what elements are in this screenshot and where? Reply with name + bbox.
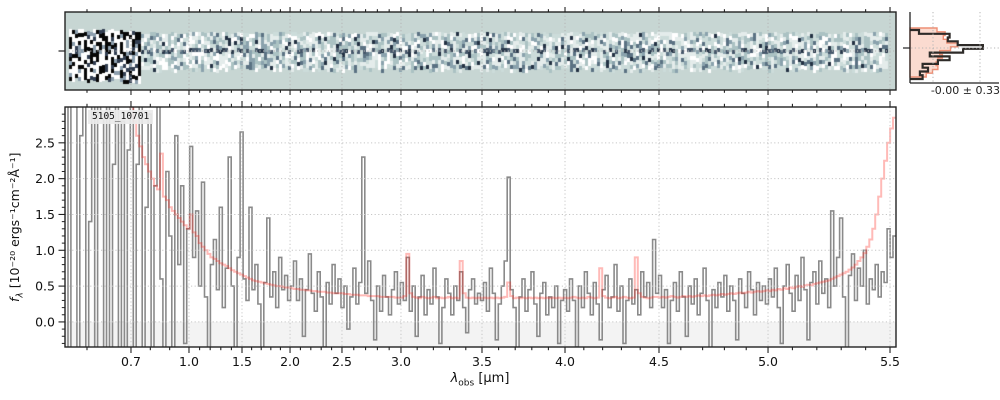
histogram-panel bbox=[903, 12, 999, 84]
x-axis-label: λobs [μm] bbox=[390, 371, 570, 389]
histogram-stats-label: -0.00 ± 0.33 bbox=[930, 84, 1000, 97]
x-axis-units: [μm] bbox=[474, 371, 510, 386]
x-axis-subscript: obs bbox=[458, 378, 475, 389]
y-axis-label: fλ [10⁻²⁰ ergs⁻¹cm⁻²Å⁻¹] bbox=[7, 107, 26, 347]
svg-text:2.5: 2.5 bbox=[332, 354, 352, 369]
x-axis-symbol: λ bbox=[450, 371, 459, 386]
spec2d-panel bbox=[58, 7, 897, 95]
svg-text:0.5: 0.5 bbox=[35, 279, 55, 294]
svg-text:3.0: 3.0 bbox=[391, 354, 411, 369]
svg-text:1.5: 1.5 bbox=[35, 207, 55, 222]
spec1d-panel: 0.7 1.0 1.5 2.0 2.5 3.0 3.5 4.0 4.5 5.0 5.5 0.0 0.5 1… bbox=[35, 101, 900, 369]
y-axis-units: [10⁻²⁰ ergs⁻¹cm⁻²Å⁻¹] bbox=[6, 152, 22, 293]
source-id-annotation: 5105_10701 bbox=[88, 110, 154, 124]
svg-text:2.5: 2.5 bbox=[35, 135, 55, 150]
svg-text:4.0: 4.0 bbox=[555, 354, 575, 369]
svg-text:2.0: 2.0 bbox=[35, 171, 55, 186]
y-axis-subscript: λ bbox=[15, 292, 26, 298]
svg-text:0.0: 0.0 bbox=[35, 314, 55, 329]
svg-text:4.5: 4.5 bbox=[649, 354, 669, 369]
svg-text:2.0: 2.0 bbox=[280, 354, 300, 369]
svg-text:5.5: 5.5 bbox=[880, 354, 900, 369]
svg-text:0.7: 0.7 bbox=[121, 354, 141, 369]
svg-text:1.5: 1.5 bbox=[232, 354, 252, 369]
svg-text:1.0: 1.0 bbox=[35, 243, 55, 258]
svg-text:3.5: 3.5 bbox=[472, 354, 492, 369]
svg-text:1.0: 1.0 bbox=[179, 354, 199, 369]
svg-text:5.0: 5.0 bbox=[758, 354, 778, 369]
y-axis-symbol: f bbox=[6, 297, 22, 302]
